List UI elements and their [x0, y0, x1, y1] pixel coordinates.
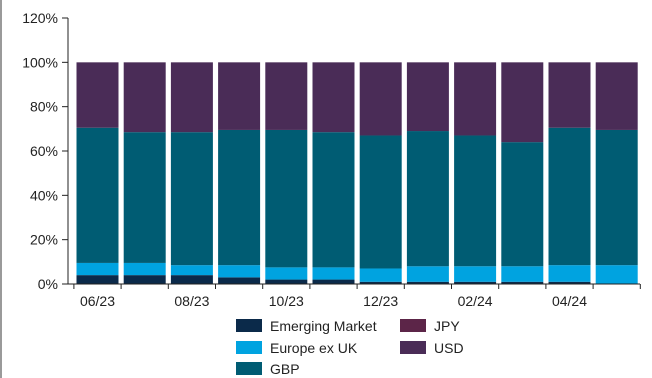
y-tick-label: 0% [38, 276, 58, 292]
bar-segment-usd-07-23 [123, 62, 166, 133]
bar-segment-emerging-market-09-23 [218, 277, 261, 284]
bar-segment-europe-ex-uk-09-23 [218, 265, 261, 278]
bar-segment-europe-ex-uk-06-23 [76, 262, 119, 276]
bar-segment-emerging-market-08-23 [170, 275, 213, 284]
legend-swatch-europe-ex-uk [236, 341, 262, 354]
bar-segment-gbp-08-23 [170, 132, 213, 266]
x-tick-label: 12/23 [363, 293, 398, 309]
legend-label-emerging-market: Emerging Market [270, 318, 377, 334]
bar-segment-gbp-02-24 [454, 135, 497, 267]
bar-segment-emerging-market-01-24 [406, 281, 449, 284]
bar-segment-usd-01-24 [406, 62, 449, 132]
bar-segment-gbp-09-23 [218, 129, 261, 266]
bar-segment-emerging-market-12-23 [359, 281, 402, 284]
x-tick-label: 08/23 [174, 293, 209, 309]
legend-swatch-jpy [400, 319, 426, 332]
legend-swatch-gbp [236, 362, 262, 375]
left-border [0, 0, 2, 378]
bar-segment-emerging-market-07-23 [123, 275, 166, 284]
bar-segment-usd-06-23 [76, 62, 119, 128]
bar-segment-europe-ex-uk-03-24 [501, 266, 544, 282]
bar-segment-emerging-market-11-23 [312, 279, 355, 284]
x-tick-label: 06/23 [80, 293, 115, 309]
bar-segment-gbp-06-23 [76, 127, 119, 263]
bar-segment-europe-ex-uk-08-23 [170, 265, 213, 276]
bar-segment-gbp-04-24 [548, 127, 591, 266]
legend-label-usd: USD [434, 340, 464, 356]
x-tick-label: 02/24 [458, 293, 493, 309]
bar-segment-emerging-market-06-23 [76, 275, 119, 284]
y-tick-label: 100% [22, 54, 58, 70]
bar-segment-gbp-12-23 [359, 135, 402, 269]
y-tick-label: 120% [22, 10, 58, 26]
legend-label-jpy: JPY [434, 318, 460, 334]
bar-segment-usd-12-23 [359, 62, 402, 136]
legend-swatch-emerging-market [236, 319, 262, 332]
axes-group: 0% 20% 40% 60% 80% 100% 120% 06/23 08/23 10/23 12/… [22, 10, 641, 309]
y-tick-label: 80% [30, 99, 58, 115]
bar-segment-europe-ex-uk-12-23 [359, 268, 402, 282]
bar-segment-usd-04-24 [548, 62, 591, 128]
bars-group [76, 62, 638, 284]
y-tick-label: 40% [30, 187, 58, 203]
bar-segment-usd-09-23 [218, 62, 261, 130]
bar-segment-emerging-market-04-24 [548, 281, 591, 284]
x-tick-label: 04/24 [552, 293, 587, 309]
bar-segment-usd-08-23 [170, 62, 213, 133]
legend: Emerging Market Europe ex UK GBP JPY USD [236, 318, 464, 377]
bar-segment-emerging-market-10-23 [265, 279, 308, 284]
bar-segment-usd-02-24 [454, 62, 497, 136]
bar-segment-europe-ex-uk-01-24 [406, 266, 449, 282]
bar-segment-europe-ex-uk-07-23 [123, 262, 166, 276]
bar-segment-gbp-05-24 [595, 129, 638, 266]
bar-segment-gbp-01-24 [406, 131, 449, 267]
bar-segment-europe-ex-uk-04-24 [548, 265, 591, 282]
bar-segment-europe-ex-uk-10-23 [265, 267, 308, 280]
bar-segment-europe-ex-uk-02-24 [454, 266, 497, 282]
legend-swatch-usd [400, 341, 426, 354]
bar-segment-gbp-03-24 [501, 142, 544, 267]
bar-segment-gbp-07-23 [123, 132, 166, 263]
bar-segment-europe-ex-uk-05-24 [595, 265, 638, 284]
bar-segment-emerging-market-03-24 [501, 281, 544, 284]
legend-label-gbp: GBP [270, 361, 300, 377]
bar-segment-gbp-10-23 [265, 129, 308, 268]
bar-segment-gbp-11-23 [312, 132, 355, 268]
y-tick-label: 60% [30, 143, 58, 159]
bar-segment-usd-03-24 [501, 62, 544, 143]
bar-segment-europe-ex-uk-11-23 [312, 267, 355, 280]
bar-segment-usd-10-23 [265, 62, 308, 130]
x-tick-label: 10/23 [269, 293, 304, 309]
legend-label-europe-ex-uk: Europe ex UK [270, 340, 358, 356]
bar-segment-usd-05-24 [595, 62, 638, 130]
bar-segment-emerging-market-02-24 [454, 281, 497, 284]
y-tick-label: 20% [30, 232, 58, 248]
bar-segment-usd-11-23 [312, 62, 355, 133]
